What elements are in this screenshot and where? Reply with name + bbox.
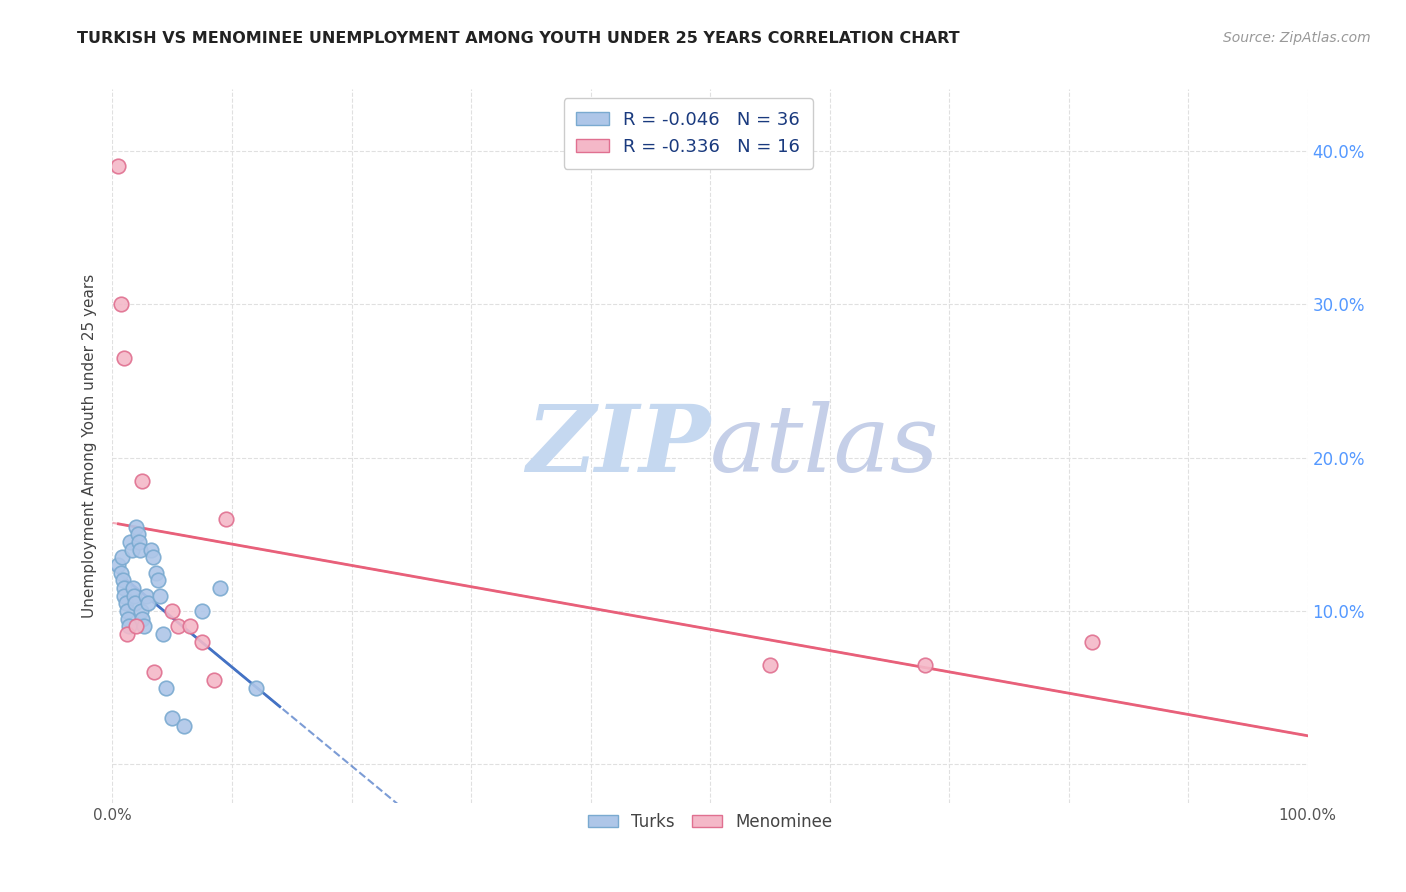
Point [129,604,152,618]
Point [132,619,155,633]
Point [125,619,148,633]
Point [122,589,145,603]
Point [120,535,142,549]
Text: TURKISH VS MENOMINEE UNEMPLOYMENT AMONG YOUTH UNDER 25 YEARS CORRELATION CHART: TURKISH VS MENOMINEE UNEMPLOYMENT AMONG … [77,31,960,46]
Point [173,719,195,733]
Point [107,558,129,572]
Text: Source: ZipAtlas.com: Source: ZipAtlas.com [1223,31,1371,45]
Point [121,542,143,557]
Point [135,589,157,603]
Point [117,612,139,626]
Point [155,681,177,695]
Point [121,581,143,595]
Point [107,159,129,173]
Point [125,519,148,533]
Point [110,566,132,580]
Point [124,596,146,610]
Point [127,527,149,541]
Point [115,604,138,618]
Point [114,589,135,603]
Point [115,627,138,641]
Point [114,581,135,595]
Y-axis label: Unemployment Among Youth under 25 years: Unemployment Among Youth under 25 years [82,274,97,618]
Point [114,596,136,610]
Point [215,512,238,526]
Point [131,612,153,626]
Point [152,627,174,641]
Point [114,351,135,365]
Point [191,604,214,618]
Point [162,711,183,725]
Point [209,581,232,595]
Point [1081,634,1104,648]
Point [191,634,214,648]
Point [139,542,162,557]
Point [162,604,183,618]
Point [145,566,167,580]
Point [143,665,166,680]
Point [128,535,150,549]
Point [110,297,132,311]
Point [112,574,135,588]
Text: ZIP: ZIP [526,401,710,491]
Point [131,474,153,488]
Point [914,657,936,672]
Point [167,619,190,633]
Text: atlas: atlas [710,401,939,491]
Point [202,673,225,687]
Point [142,550,165,565]
Point [138,596,160,610]
Point [146,574,169,588]
Point [129,542,152,557]
Point [759,657,782,672]
Point [245,681,267,695]
Point [111,550,134,565]
Legend: Turks, Menominee: Turks, Menominee [581,806,839,838]
Point [149,589,172,603]
Point [118,619,141,633]
Point [179,619,201,633]
